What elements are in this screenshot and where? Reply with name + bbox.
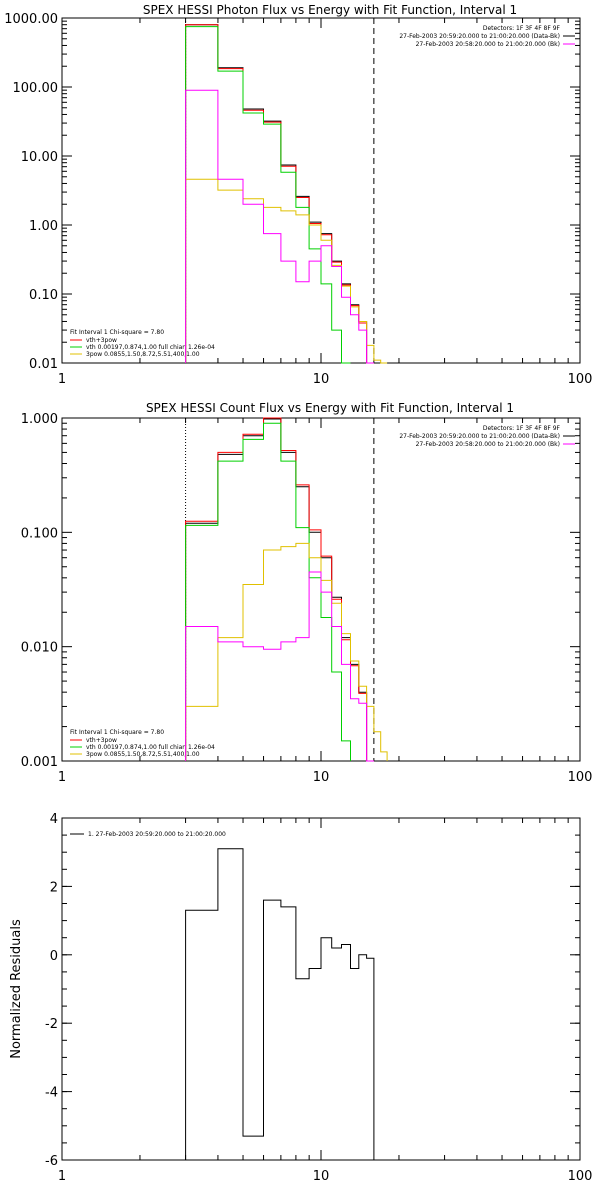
residuals-y-axis: -6 -4 -2 0 2 4 — [45, 812, 580, 1169]
photon-flux-info: Detectors: 1F 3F 4F 8F 9F 27-Feb-2003 20… — [399, 25, 575, 48]
count-flux-legend-total: vth+3pow — [86, 737, 117, 744]
count-flux-y-tick-label: 0.010 — [21, 641, 58, 656]
photon-flux-legend-total: vth+3pow — [86, 337, 117, 344]
photon-flux-y-tick-label: 100.00 — [13, 81, 59, 96]
count-flux-x-tick-label: 10 — [313, 770, 330, 785]
count-flux-y-tick-label: 0.100 — [21, 526, 58, 541]
count-flux-series-4-line — [185, 571, 374, 762]
residuals-ylabel: Normalized Residuals — [9, 919, 24, 1059]
photon-flux-y-tick-label: 0.10 — [29, 288, 58, 303]
count-flux-marks: 1 10 100 0.001 0.010 0.100 1.000 — [21, 412, 593, 785]
count-flux-y-tick-label: 1.000 — [21, 412, 58, 427]
residuals-y-tick-label: 2 — [50, 880, 58, 895]
residuals-x-tick-label: 100 — [568, 1169, 593, 1184]
photon-flux-series-0-line — [185, 24, 374, 364]
photon-flux-legend-3pow: 3pow 0.0855,1.50,8.72,5.51,400,1.00 — [86, 351, 200, 358]
count-flux-series-3-line — [185, 542, 388, 761]
photon-flux-series-1-line — [185, 24, 374, 364]
photon-flux-y-tick-label: 10.00 — [21, 150, 58, 165]
count-flux-legend: Fit Interval 1 Chi-square = 7.80 vth+3po… — [70, 729, 215, 758]
residuals-x-tick-label: 10 — [313, 1169, 330, 1184]
photon-flux-fit-header: Fit Interval 1 Chi-square = 7.80 — [70, 329, 164, 336]
photon-flux-panel: SPEX HESSI Photon Flux vs Energy with Fi… — [61, 3, 581, 364]
photon-flux-series-2-line — [185, 26, 351, 364]
count-flux-legend-3pow: 3pow 0.0855,1.50,8.72,5.51,400,1.00 — [86, 751, 200, 758]
count-flux-x-tick-label: 100 — [568, 770, 593, 785]
photon-flux-data-interval: 27-Feb-2003 20:59:20.000 to 21:00:20.000… — [399, 33, 560, 40]
photon-flux-detectors: Detectors: 1F 3F 4F 8F 9F — [483, 25, 561, 32]
photon-flux-y-tick-label: 1.00 — [29, 219, 58, 234]
photon-flux-marks: 1 10 100 0.01 0.10 1.00 10.00 100.00 1000.00 — [4, 12, 592, 387]
residuals-plot-area — [61, 817, 581, 1161]
photon-flux-x-axis: 1 10 100 — [58, 18, 593, 387]
count-flux-info: Detectors: 1F 3F 4F 8F 9F 27-Feb-2003 20… — [399, 425, 575, 448]
photon-flux-y-axis: 0.01 0.10 1.00 10.00 100.00 1000.00 — [4, 12, 580, 372]
photon-flux-legend-vth: vth 0.00197,0.874,1.00 full chian 1.26e-… — [86, 344, 215, 351]
residuals-y-tick-label: 0 — [50, 949, 58, 964]
photon-flux-legend: Fit Interval 1 Chi-square = 7.80 vth+3po… — [70, 329, 215, 358]
count-flux-y-tick-label: 0.001 — [21, 755, 58, 770]
residuals-legend-label: 1. 27-Feb-2003 20:59:20.000 to 21:00:20.… — [88, 831, 226, 838]
count-flux-series-2-line — [185, 422, 351, 761]
count-flux-series-0-line — [185, 418, 374, 762]
residuals-y-tick-label: -6 — [45, 1154, 58, 1169]
photon-flux-x-tick-label: 10 — [313, 372, 330, 387]
count-flux-fit-header: Fit Interval 1 Chi-square = 7.80 — [70, 729, 164, 736]
count-flux-detectors: Detectors: 1F 3F 4F 8F 9F — [483, 425, 561, 432]
residuals-x-tick-label: 1 — [58, 1169, 66, 1184]
photon-flux-title: SPEX HESSI Photon Flux vs Energy with Fi… — [143, 3, 517, 17]
count-flux-y-axis: 0.001 0.010 0.100 1.000 — [21, 412, 580, 770]
count-flux-data-interval: 27-Feb-2003 20:59:20.000 to 21:00:20.000… — [399, 433, 560, 440]
count-flux-legend-vth: vth 0.00197,0.874,1.00 full chian 1.26e-… — [86, 744, 215, 751]
count-flux-panel: SPEX HESSI Count Flux vs Energy with Fit… — [61, 401, 581, 762]
residuals-y-tick-label: 4 — [50, 812, 58, 827]
residuals-panel: Normalized Residuals 1. 27-Feb-2003 20:5… — [9, 817, 581, 1161]
photon-flux-plot-area — [61, 17, 581, 364]
photon-flux-x-tick-label: 100 — [568, 372, 593, 387]
residuals-marks: 1 10 100 -6 -4 -2 0 2 4 — [45, 812, 592, 1184]
photon-flux-series-3-line — [185, 178, 388, 364]
residuals-x-axis: 1 10 100 — [58, 818, 593, 1184]
residuals-series-0-line — [185, 848, 375, 1160]
photon-flux-y-tick-label: 1000.00 — [4, 12, 58, 27]
count-flux-series-1-line — [185, 417, 374, 762]
count-flux-bk-interval: 27-Feb-2003 20:58:20.000 to 21:00:20.000… — [416, 441, 560, 448]
photon-flux-y-tick-label: 0.01 — [29, 357, 58, 372]
count-flux-title: SPEX HESSI Count Flux vs Energy with Fit… — [146, 401, 514, 415]
residuals-legend: 1. 27-Feb-2003 20:59:20.000 to 21:00:20.… — [70, 831, 226, 838]
photon-flux-series-4-line — [185, 89, 374, 364]
residuals-y-tick-label: -2 — [45, 1017, 58, 1032]
count-flux-x-tick-label: 1 — [58, 770, 66, 785]
photon-flux-x-tick-label: 1 — [58, 372, 66, 387]
photon-flux-bk-interval: 27-Feb-2003 20:58:20.000 to 21:00:20.000… — [416, 41, 560, 48]
residuals-y-tick-label: -4 — [45, 1086, 58, 1101]
